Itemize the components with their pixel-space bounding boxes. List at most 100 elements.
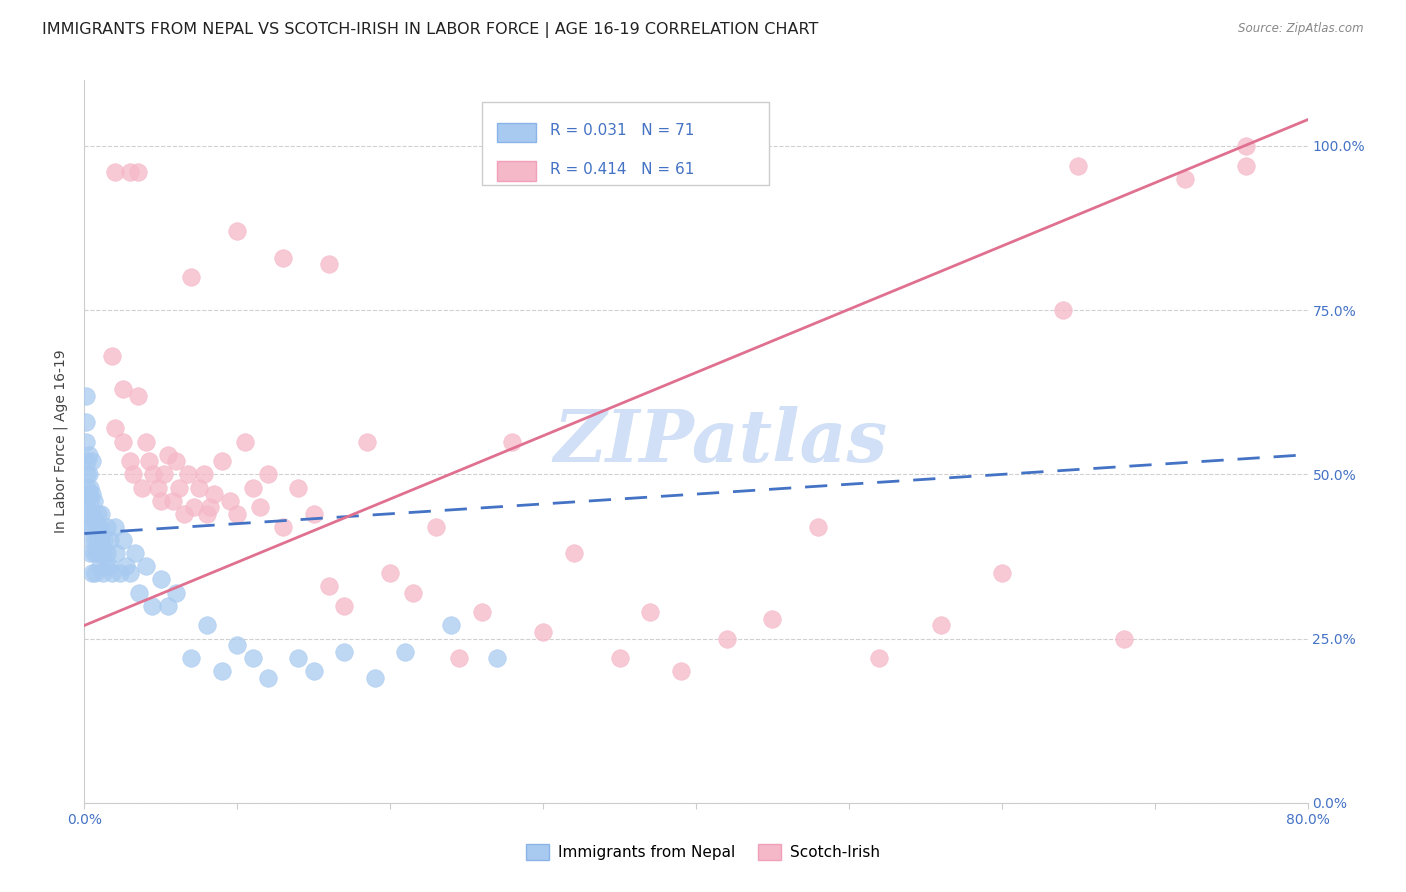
Point — [83, 546, 105, 560]
Point — [153, 467, 176, 482]
Point — [79, 481, 101, 495]
Point — [75, 434, 97, 449]
Point — [302, 665, 325, 679]
Point — [96, 546, 118, 560]
Point — [226, 507, 249, 521]
Point — [531, 625, 554, 640]
Text: R = 0.414   N = 61: R = 0.414 N = 61 — [550, 161, 695, 177]
FancyBboxPatch shape — [496, 123, 536, 143]
Point — [94, 559, 117, 574]
Point — [80, 507, 103, 521]
Point — [183, 500, 205, 515]
Point — [76, 454, 98, 468]
Point — [271, 251, 294, 265]
Point — [127, 388, 149, 402]
Point — [90, 533, 112, 547]
Point — [402, 585, 425, 599]
Point — [76, 500, 98, 515]
Point — [364, 671, 387, 685]
Point — [77, 487, 100, 501]
Point — [716, 632, 738, 646]
Point — [77, 507, 100, 521]
Point — [165, 585, 187, 599]
Text: Source: ZipAtlas.com: Source: ZipAtlas.com — [1239, 22, 1364, 36]
Point — [87, 533, 110, 547]
Point — [188, 481, 211, 495]
Point — [91, 546, 114, 560]
Point — [79, 546, 101, 560]
Point — [302, 507, 325, 521]
Point — [218, 493, 240, 508]
Point — [211, 665, 233, 679]
Point — [991, 566, 1014, 580]
Point — [929, 618, 952, 632]
Point — [131, 481, 153, 495]
Point — [287, 651, 309, 665]
Point — [180, 270, 202, 285]
Point — [80, 566, 103, 580]
Point — [257, 467, 280, 482]
Point — [761, 612, 783, 626]
Point — [105, 546, 128, 560]
Point — [211, 454, 233, 468]
Point — [97, 559, 120, 574]
Point — [79, 520, 101, 534]
Point — [162, 493, 184, 508]
Point — [114, 559, 136, 574]
Point — [86, 546, 108, 560]
Point — [165, 454, 187, 468]
Point — [1114, 632, 1136, 646]
Point — [1236, 139, 1258, 153]
Point — [127, 165, 149, 179]
Point — [104, 421, 127, 435]
Point — [177, 467, 200, 482]
Point — [669, 665, 692, 679]
Point — [77, 448, 100, 462]
Point — [101, 566, 124, 580]
Text: R = 0.031   N = 71: R = 0.031 N = 71 — [550, 123, 695, 138]
Point — [1174, 171, 1197, 186]
Point — [83, 513, 105, 527]
Point — [440, 618, 463, 632]
Point — [242, 651, 264, 665]
Point — [89, 520, 111, 534]
Point — [318, 257, 340, 271]
Point — [249, 500, 271, 515]
Point — [84, 533, 107, 547]
Point — [141, 599, 163, 613]
Point — [394, 645, 416, 659]
Point — [120, 566, 142, 580]
Point — [157, 448, 180, 462]
Point — [318, 579, 340, 593]
Point — [120, 165, 142, 179]
Point — [80, 533, 103, 547]
Point — [271, 520, 294, 534]
Point — [195, 507, 218, 521]
Point — [146, 481, 169, 495]
Point — [180, 651, 202, 665]
Point — [226, 224, 249, 238]
Point — [108, 566, 131, 580]
Point — [486, 651, 509, 665]
Y-axis label: In Labor Force | Age 16-19: In Labor Force | Age 16-19 — [53, 350, 69, 533]
Point — [242, 481, 264, 495]
Point — [869, 651, 891, 665]
Point — [124, 546, 146, 560]
Point — [104, 165, 127, 179]
Point — [91, 566, 114, 580]
Point — [84, 566, 107, 580]
Point — [79, 493, 101, 508]
Point — [87, 507, 110, 521]
Point — [77, 520, 100, 534]
Point — [75, 388, 97, 402]
Text: IMMIGRANTS FROM NEPAL VS SCOTCH-IRISH IN LABOR FORCE | AGE 16-19 CORRELATION CHA: IMMIGRANTS FROM NEPAL VS SCOTCH-IRISH IN… — [42, 22, 818, 38]
Point — [93, 533, 115, 547]
Point — [356, 434, 378, 449]
Point — [447, 651, 470, 665]
Text: ZIPatlas: ZIPatlas — [554, 406, 887, 477]
Point — [111, 533, 134, 547]
Point — [1236, 159, 1258, 173]
Point — [287, 481, 309, 495]
Point — [76, 481, 98, 495]
Point — [638, 605, 661, 619]
